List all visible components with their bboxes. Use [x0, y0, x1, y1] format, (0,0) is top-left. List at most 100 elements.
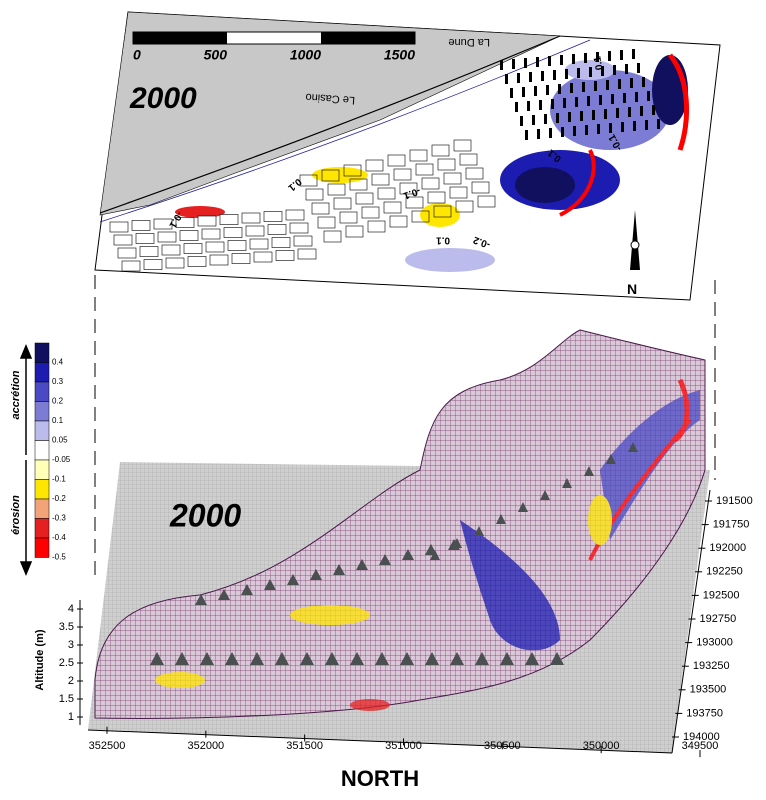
building [517, 73, 520, 83]
building [604, 109, 607, 119]
z-tick-label: 1.5 [59, 693, 74, 705]
building [584, 53, 587, 63]
building [539, 100, 542, 110]
legend-band [35, 363, 49, 383]
building [616, 108, 619, 118]
building [606, 80, 609, 90]
scale-label: 1000 [290, 47, 321, 63]
building [202, 229, 220, 239]
building [635, 92, 638, 102]
building [525, 130, 528, 140]
building [158, 232, 176, 242]
building [548, 56, 551, 66]
building [575, 97, 578, 107]
building [264, 212, 282, 222]
y-tick-label: 192250 [706, 566, 743, 578]
building [657, 119, 660, 129]
compass-label: N [627, 281, 637, 297]
building [587, 96, 590, 106]
building [609, 123, 612, 133]
building [118, 248, 136, 258]
x-tick-label: 352000 [187, 740, 224, 752]
building [246, 226, 264, 236]
building [592, 110, 595, 120]
building [140, 247, 158, 257]
z-tick-label: 2 [68, 675, 74, 687]
building [630, 78, 633, 88]
building [618, 79, 621, 89]
building [250, 239, 268, 249]
x-tick-label: 351500 [286, 740, 323, 752]
y-tick-label: 193500 [690, 684, 727, 696]
building [220, 215, 238, 225]
x-tick-label: 350000 [583, 740, 620, 752]
building [184, 244, 202, 254]
legend-band [35, 460, 49, 480]
figure: 050010001500 2000 La Dune Le Casino -0.1… [0, 0, 766, 795]
building [512, 59, 515, 69]
building [563, 98, 566, 108]
building [558, 84, 561, 94]
building [632, 49, 635, 59]
x-tick-label: 351000 [385, 740, 422, 752]
compass-circle [631, 241, 639, 249]
place-label: La Dune [448, 36, 490, 48]
building [645, 120, 648, 130]
building [568, 112, 571, 122]
legend-band [35, 402, 49, 422]
legend-band [35, 499, 49, 519]
building [640, 106, 643, 116]
building [529, 72, 532, 82]
legend-band [35, 480, 49, 500]
building [132, 221, 150, 231]
building [585, 125, 588, 135]
legend-accretion: accrétion [10, 370, 22, 419]
y-tick-label: 194000 [683, 731, 720, 743]
legend-band [35, 519, 49, 539]
building [625, 64, 628, 74]
scale-segment [321, 32, 415, 44]
building [206, 242, 224, 252]
legend: 0.40.30.20.10.05-0.05-0.1-0.2-0.3-0.4-0.… [35, 343, 71, 562]
legend-label: -0.3 [52, 514, 66, 523]
y-tick-label: 193000 [696, 637, 733, 649]
building [560, 55, 563, 65]
building [549, 128, 552, 138]
building [652, 105, 655, 115]
building [553, 70, 556, 80]
building [551, 99, 554, 109]
legend-erosion: érosion [10, 495, 22, 535]
building [505, 74, 508, 84]
building [110, 222, 128, 232]
building [561, 127, 564, 137]
building [608, 51, 611, 61]
building [166, 258, 184, 268]
building [620, 50, 623, 60]
building [527, 101, 530, 111]
building [254, 252, 272, 262]
building [594, 81, 597, 91]
legend-label: -0.2 [52, 494, 66, 503]
contour-label: 0.1 [436, 234, 450, 245]
building [272, 238, 290, 248]
z-tick-label: 3.5 [59, 621, 74, 633]
building [534, 86, 537, 96]
legend-label: -0.05 [52, 455, 71, 464]
legend-label: 0.2 [52, 397, 64, 406]
building [570, 83, 573, 93]
scale-label: 1500 [384, 47, 415, 63]
y-tick-label: 193750 [686, 707, 723, 719]
y-tick-label: 192000 [709, 542, 746, 554]
building [637, 63, 640, 73]
building [589, 67, 592, 77]
building [537, 129, 540, 139]
building [642, 77, 645, 87]
legend-label: 0.1 [52, 416, 64, 425]
building [611, 94, 614, 104]
legend-band [35, 343, 49, 363]
y-tick-label: 192500 [703, 589, 740, 601]
building [623, 93, 626, 103]
legend-band [35, 538, 49, 558]
building [613, 65, 616, 75]
z-tick-label: 3 [68, 639, 74, 651]
